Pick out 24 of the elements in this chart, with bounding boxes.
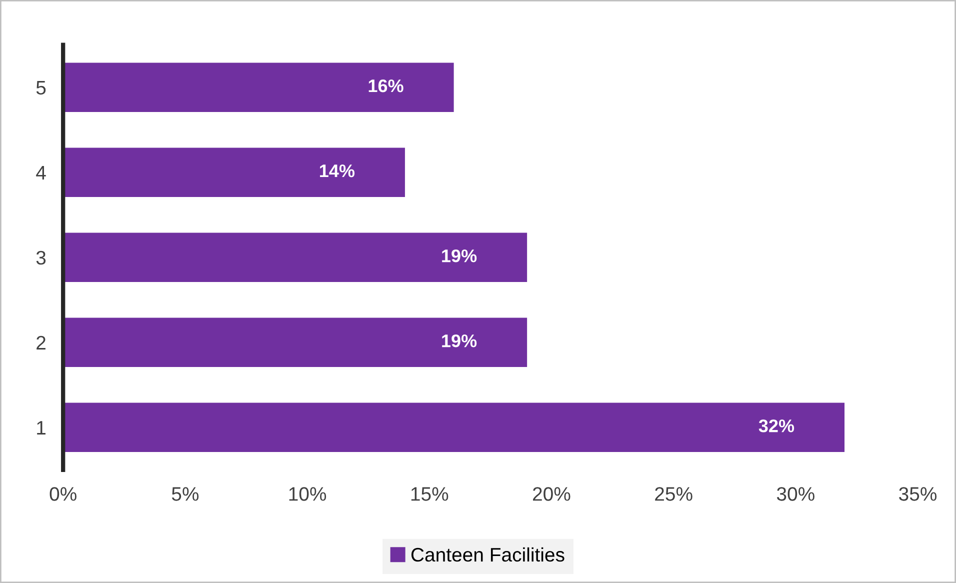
y-tick-label: 1 [37,421,46,434]
data-label: 19% [442,249,477,262]
data-label: 19% [442,334,477,348]
data-label: 14% [320,164,355,178]
y-tick-label: 5 [36,81,46,95]
x-tick-label: 30% [776,487,814,501]
bar [63,62,454,112]
x-tick-label: 0% [50,487,76,501]
x-tick-label: 20% [532,487,570,501]
y-tick-label: 3 [36,250,46,265]
legend-label: Canteen Facilities [411,547,564,562]
bar [63,148,405,198]
bar [63,232,528,282]
x-tick-label: 35% [899,487,937,501]
x-tick-label: 5% [172,487,199,501]
y-tick-label: 2 [36,336,46,350]
x-tick-label: 10% [289,487,326,501]
data-label: 32% [758,419,794,432]
x-tick-label: 25% [655,487,692,501]
y-tick-label: 4 [36,166,46,180]
bar [63,402,845,452]
data-label: 16% [368,79,404,92]
bar [63,318,528,368]
x-tick-label: 15% [411,487,448,501]
